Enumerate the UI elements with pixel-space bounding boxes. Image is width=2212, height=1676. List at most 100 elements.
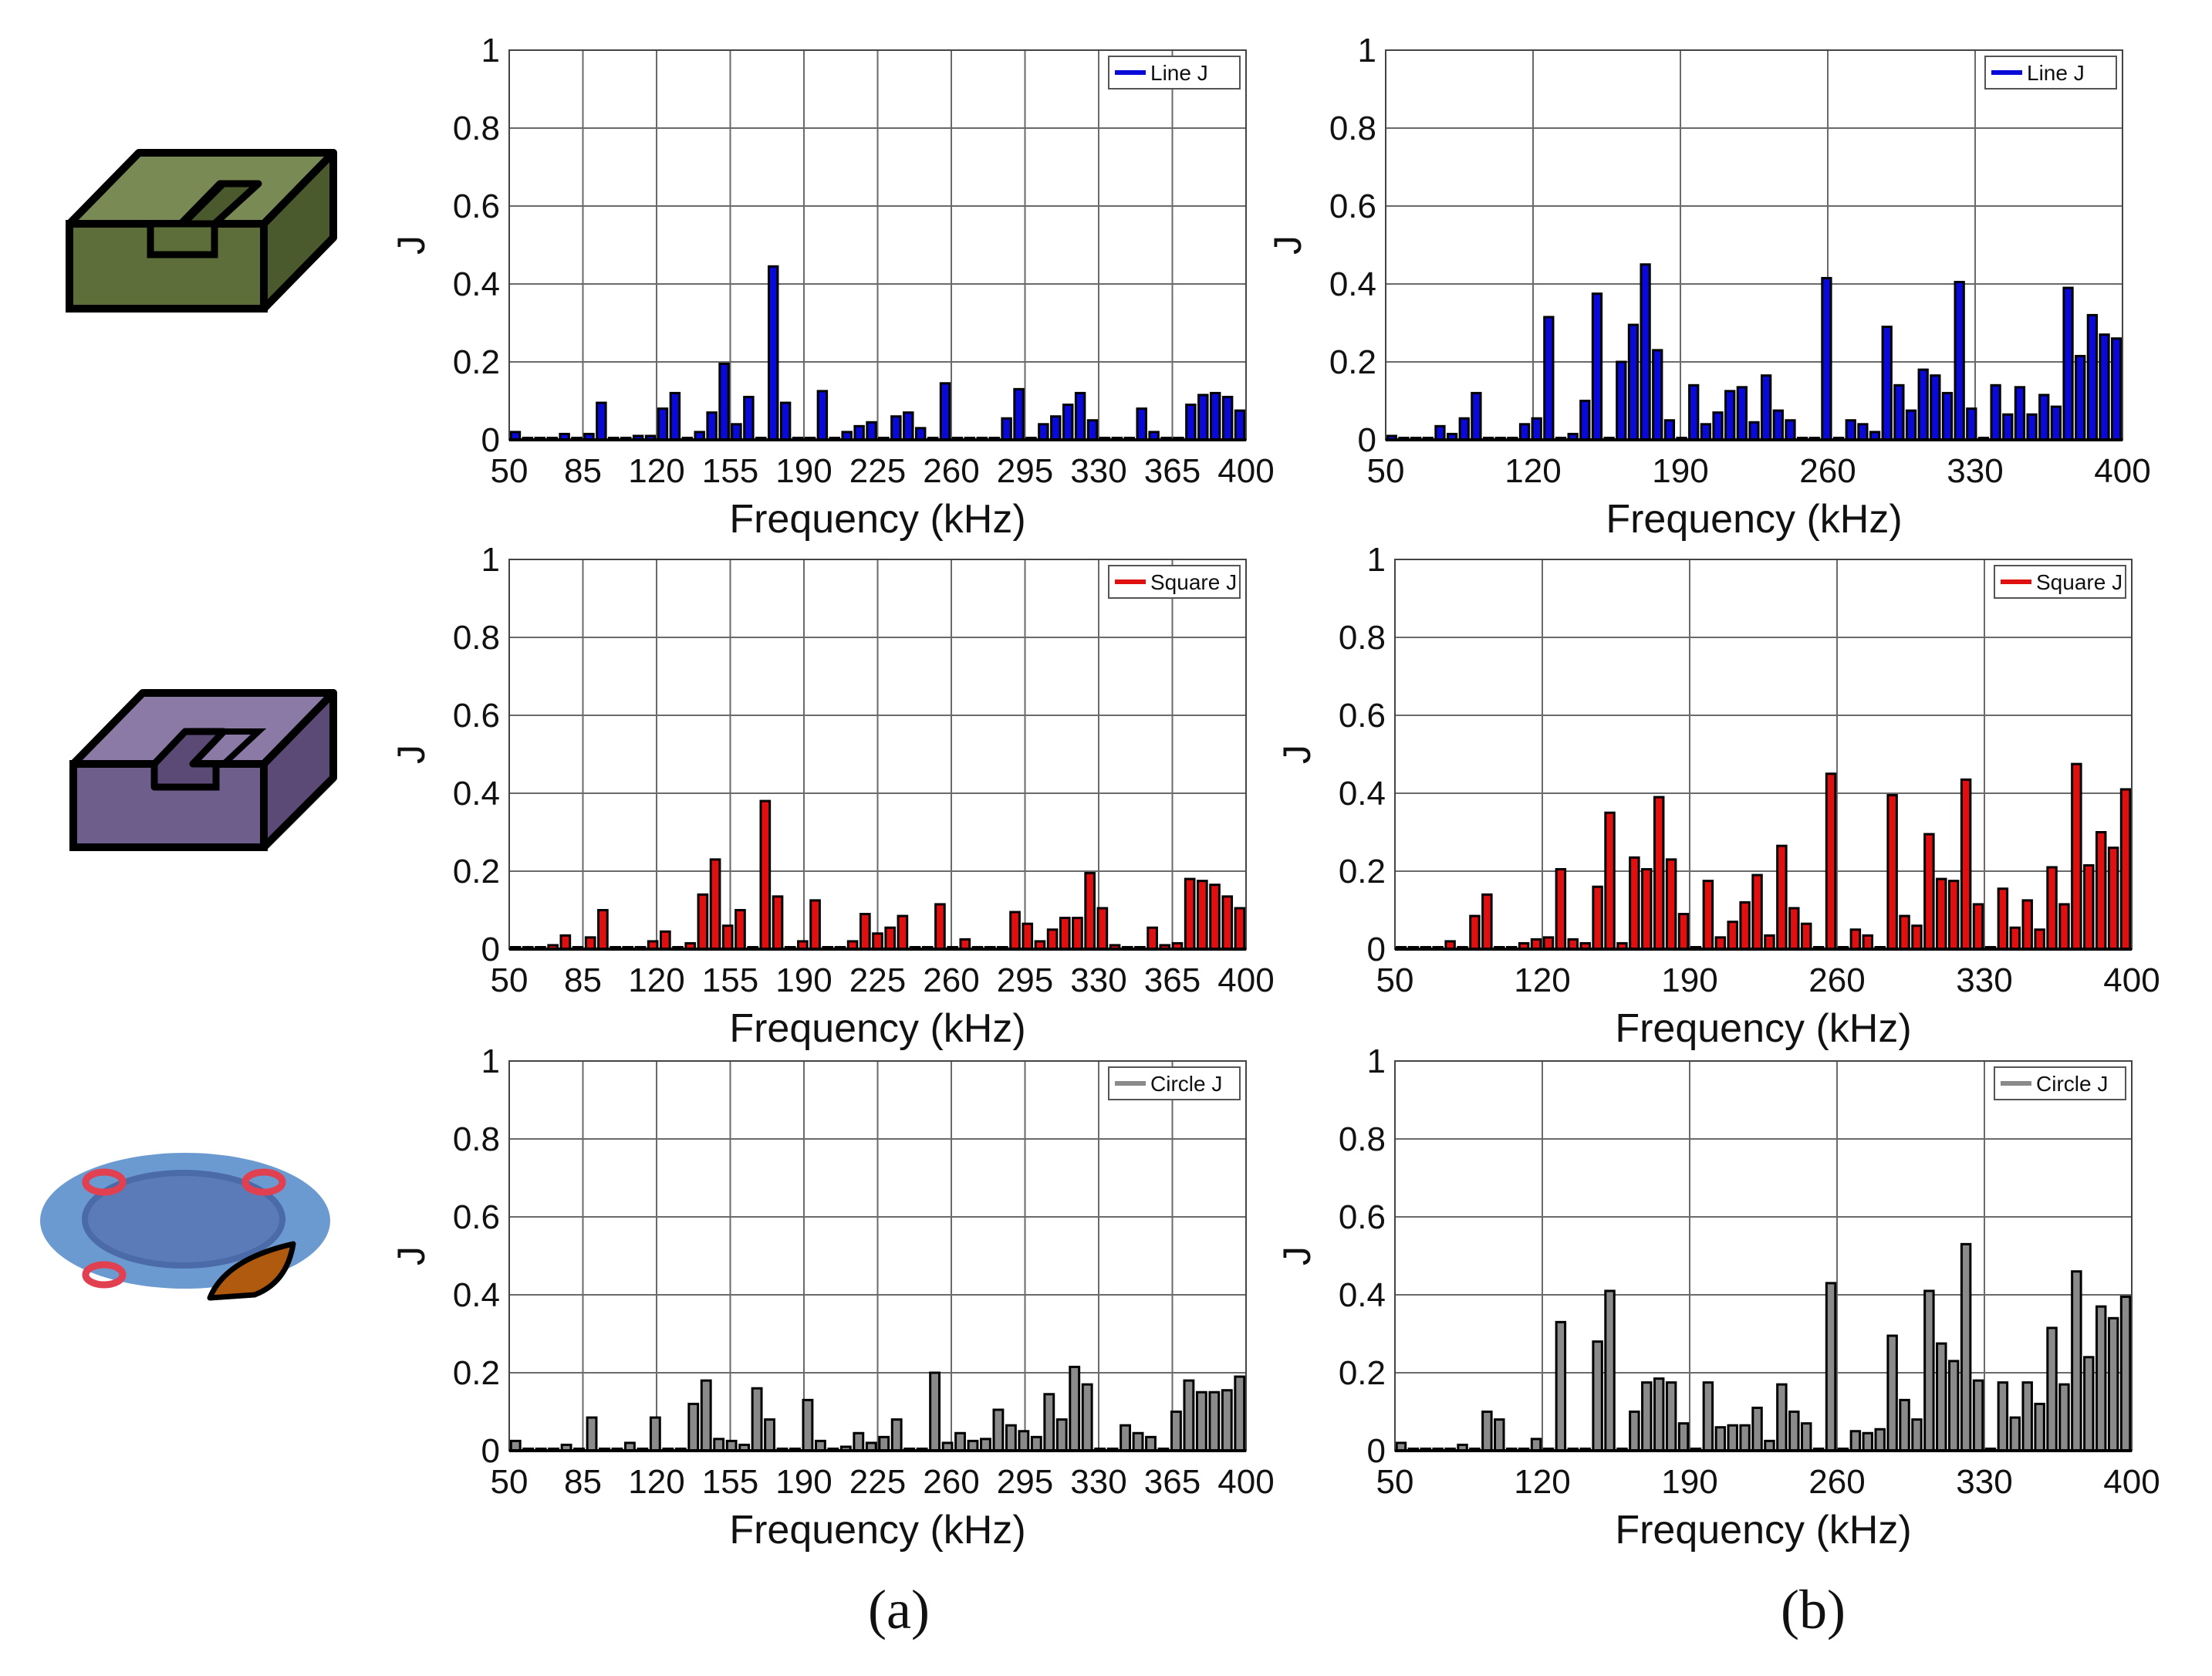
x-tick-label: 225 [849, 1463, 906, 1501]
bar [1702, 880, 1714, 951]
chart-circle-b: 50 120 190 260 330 400 0 0.2 0.4 0.6 0.8 1 Frequency… [1275, 1042, 2160, 1553]
bar [2083, 1356, 2095, 1452]
x-tick-label: 295 [997, 1463, 1053, 1501]
bar [1886, 1334, 1898, 1452]
bar [890, 415, 902, 441]
bar [2046, 1326, 2058, 1452]
x-axis-label: Frequency (kHz) [1615, 1006, 1911, 1051]
bar [1714, 1426, 1727, 1452]
bar [1800, 1422, 1812, 1452]
bar [884, 926, 897, 951]
bar [2119, 788, 2132, 951]
plot-area [1386, 50, 2123, 440]
bar [1434, 424, 1446, 441]
bar [735, 909, 746, 951]
bar [1530, 1438, 1542, 1452]
bar [1990, 384, 2001, 441]
x-tick-label: 225 [849, 452, 906, 490]
bar [2034, 928, 2045, 951]
bar [1862, 1431, 1874, 1452]
bar [2095, 1305, 2107, 1452]
y-tick-label: 0 [481, 421, 500, 459]
bar [1911, 924, 1923, 951]
bar [1845, 419, 1856, 441]
y-axis-label: J [1275, 1246, 1319, 1265]
y-tick-label: 0.8 [1339, 619, 1386, 657]
bar [1005, 1424, 1017, 1452]
y-tick-label: 0 [481, 931, 500, 968]
bar [1208, 1390, 1221, 1452]
panel-label-b: (b) [1781, 1579, 1846, 1641]
bar [1494, 1418, 1505, 1452]
bar [1195, 1390, 1207, 1452]
bar [2119, 1296, 2132, 1452]
x-tick-label: 120 [628, 961, 684, 999]
legend-label: Circle J [1150, 1072, 1222, 1096]
bar [1627, 323, 1640, 441]
bar [859, 913, 871, 951]
bar [914, 427, 927, 441]
bar [713, 1438, 725, 1452]
bar [1688, 384, 1700, 441]
y-tick-label: 0 [481, 1432, 500, 1470]
x-tick-label: 330 [1947, 452, 2003, 490]
bar [1629, 856, 1640, 951]
x-tick-label: 50 [1367, 452, 1405, 490]
bar [718, 363, 730, 441]
bar [1221, 895, 1234, 951]
bar [1641, 867, 1653, 951]
x-tick-label: 260 [1808, 961, 1865, 999]
x-tick-label: 260 [923, 961, 979, 999]
bar [1009, 911, 1021, 951]
bar [1604, 811, 1616, 951]
bar [1001, 417, 1012, 441]
bar [866, 421, 877, 441]
y-tick-label: 1 [1367, 1042, 1386, 1080]
x-tick-label: 190 [775, 452, 832, 490]
bar [1702, 1381, 1714, 1452]
bar [1081, 1383, 1093, 1452]
legend-label: Circle J [2036, 1072, 2108, 1096]
bar [1471, 391, 1482, 441]
bar [1653, 1377, 1665, 1452]
legend-label: Line J [1150, 61, 1208, 85]
legend-label: Square J [2036, 570, 2123, 594]
bar [657, 407, 669, 441]
bar [1966, 407, 1977, 441]
x-tick-label: 225 [849, 961, 906, 999]
x-tick-label: 330 [1956, 1463, 2012, 1501]
bar [1736, 386, 1748, 441]
x-tick-label: 120 [628, 1463, 684, 1501]
bar [2062, 286, 2074, 441]
bar [1972, 1379, 1984, 1452]
bar [1209, 884, 1221, 951]
bar [586, 1416, 598, 1452]
x-tick-label: 155 [702, 1463, 758, 1501]
y-tick-label: 1 [1367, 541, 1386, 579]
bar [649, 1416, 661, 1452]
line-slot-block-icon [66, 149, 337, 313]
bar [2014, 386, 2026, 441]
bar [954, 1431, 966, 1452]
bar [1038, 423, 1049, 441]
x-tick-label: 365 [1144, 452, 1201, 490]
bar [1712, 411, 1724, 441]
y-tick-label: 0.6 [453, 188, 500, 225]
y-tick-label: 0.6 [1339, 697, 1386, 735]
x-tick-label: 400 [1217, 961, 1274, 999]
x-tick-label: 85 [564, 452, 602, 490]
plot-area [1395, 1061, 2132, 1451]
bar [1043, 1393, 1055, 1452]
bar [1739, 1424, 1751, 1452]
bar [1911, 1418, 1923, 1452]
bar [1234, 409, 1246, 441]
x-tick-label: 190 [1661, 1463, 1717, 1501]
bar [1764, 934, 1775, 951]
bar [2038, 394, 2050, 441]
bar [2050, 405, 2062, 441]
x-tick-label: 295 [997, 452, 1053, 490]
bar [1997, 887, 2009, 951]
bar [700, 1379, 712, 1452]
bar [1960, 1242, 1972, 1452]
x-tick-label: 190 [1661, 961, 1717, 999]
